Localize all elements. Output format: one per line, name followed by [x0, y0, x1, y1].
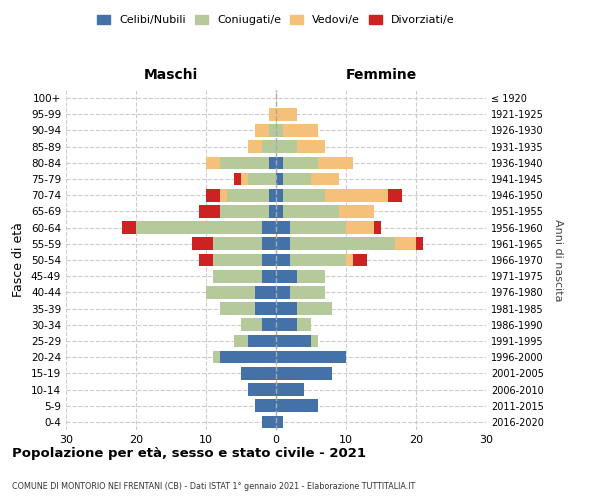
Bar	[255, 286, 276, 298]
Bar	[220, 351, 276, 364]
Bar	[311, 172, 339, 186]
Bar	[220, 302, 255, 315]
Bar	[262, 222, 276, 234]
Bar	[416, 238, 423, 250]
Bar	[269, 108, 276, 120]
Bar	[269, 189, 276, 202]
Bar	[276, 238, 290, 250]
Bar	[290, 222, 346, 234]
Bar	[122, 222, 136, 234]
Text: Maschi: Maschi	[144, 68, 198, 82]
Bar	[213, 238, 262, 250]
Bar	[276, 302, 297, 315]
Bar	[297, 140, 325, 153]
Bar	[276, 318, 297, 331]
Bar	[276, 367, 332, 380]
Bar	[276, 254, 290, 266]
Bar	[276, 124, 283, 137]
Bar	[248, 334, 276, 347]
Bar	[276, 108, 297, 120]
Text: Femmine: Femmine	[346, 68, 416, 82]
Bar	[262, 318, 276, 331]
Bar	[269, 124, 276, 137]
Bar	[255, 302, 276, 315]
Bar	[255, 124, 269, 137]
Bar	[325, 189, 388, 202]
Bar	[213, 351, 220, 364]
Text: COMUNE DI MONTORIO NEI FRENTANI (CB) - Dati ISTAT 1° gennaio 2021 - Elaborazione: COMUNE DI MONTORIO NEI FRENTANI (CB) - D…	[12, 482, 415, 491]
Bar	[262, 416, 276, 428]
Bar	[136, 222, 262, 234]
Bar	[206, 189, 220, 202]
Bar	[206, 286, 255, 298]
Bar	[276, 351, 346, 364]
Bar	[241, 367, 276, 380]
Bar	[276, 189, 283, 202]
Bar	[262, 254, 276, 266]
Bar	[346, 222, 374, 234]
Bar	[241, 172, 248, 186]
Bar	[276, 270, 297, 282]
Bar	[276, 416, 283, 428]
Bar	[255, 400, 276, 412]
Bar	[311, 334, 318, 347]
Bar	[220, 205, 269, 218]
Bar	[290, 254, 346, 266]
Bar	[199, 254, 213, 266]
Bar	[269, 156, 276, 169]
Bar	[276, 334, 311, 347]
Bar	[353, 254, 367, 266]
Bar	[276, 172, 283, 186]
Bar	[276, 156, 283, 169]
Bar	[234, 334, 248, 347]
Bar	[297, 318, 311, 331]
Bar	[248, 383, 276, 396]
Bar	[346, 254, 353, 266]
Bar	[220, 156, 269, 169]
Bar	[290, 238, 395, 250]
Bar	[206, 156, 220, 169]
Bar	[262, 140, 276, 153]
Legend: Celibi/Nubili, Coniugati/e, Vedovi/e, Divorziati/e: Celibi/Nubili, Coniugati/e, Vedovi/e, Di…	[93, 10, 459, 30]
Bar	[276, 205, 283, 218]
Bar	[283, 156, 318, 169]
Bar	[199, 205, 220, 218]
Y-axis label: Fasce di età: Fasce di età	[13, 222, 25, 298]
Bar	[241, 318, 262, 331]
Y-axis label: Anni di nascita: Anni di nascita	[553, 218, 563, 301]
Bar	[276, 140, 297, 153]
Bar	[248, 172, 276, 186]
Bar	[262, 270, 276, 282]
Bar	[283, 172, 311, 186]
Bar	[276, 222, 290, 234]
Text: Popolazione per età, sesso e stato civile - 2021: Popolazione per età, sesso e stato civil…	[12, 448, 366, 460]
Bar	[213, 254, 262, 266]
Bar	[339, 205, 374, 218]
Bar	[192, 238, 213, 250]
Bar	[276, 286, 290, 298]
Bar	[297, 302, 332, 315]
Bar	[374, 222, 381, 234]
Bar	[395, 238, 416, 250]
Bar	[213, 270, 262, 282]
Bar	[283, 205, 339, 218]
Bar	[318, 156, 353, 169]
Bar	[269, 205, 276, 218]
Bar	[283, 124, 318, 137]
Bar	[276, 383, 304, 396]
Bar	[283, 189, 325, 202]
Bar	[248, 140, 262, 153]
Bar	[227, 189, 269, 202]
Bar	[220, 189, 227, 202]
Bar	[234, 172, 241, 186]
Bar	[290, 286, 325, 298]
Bar	[297, 270, 325, 282]
Bar	[388, 189, 402, 202]
Bar	[276, 400, 318, 412]
Bar	[262, 238, 276, 250]
